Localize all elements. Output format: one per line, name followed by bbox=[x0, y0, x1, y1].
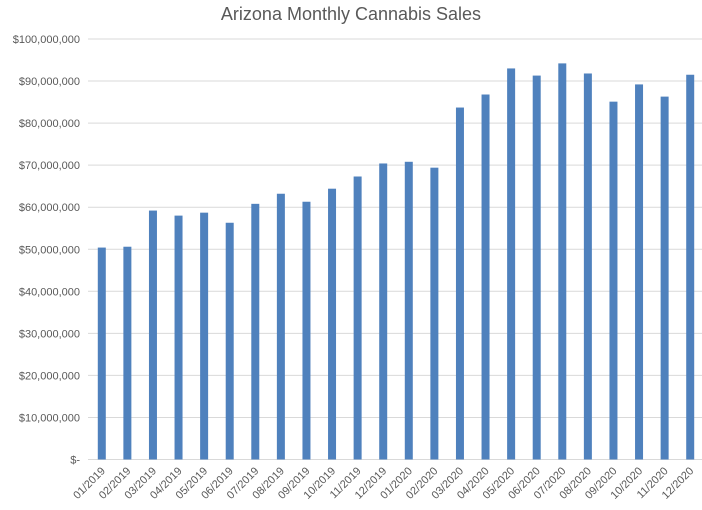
y-tick-label: $40,000,000 bbox=[19, 286, 80, 298]
bar bbox=[251, 203, 260, 460]
bar bbox=[276, 193, 285, 460]
bar bbox=[507, 68, 516, 460]
bar bbox=[635, 84, 644, 460]
bar bbox=[200, 212, 209, 460]
bar bbox=[430, 167, 439, 460]
y-tick-label: $30,000,000 bbox=[19, 328, 80, 340]
bar bbox=[174, 215, 183, 460]
y-tick-label: $20,000,000 bbox=[19, 370, 80, 382]
y-tick-label: $80,000,000 bbox=[19, 118, 80, 130]
bar bbox=[404, 161, 413, 460]
bar bbox=[225, 222, 234, 460]
y-tick-label: $100,000,000 bbox=[13, 34, 80, 46]
bar bbox=[455, 107, 464, 460]
bar bbox=[532, 75, 541, 460]
bar bbox=[123, 246, 132, 460]
y-tick-label: $70,000,000 bbox=[19, 160, 80, 172]
bar bbox=[148, 210, 157, 460]
bar bbox=[353, 176, 362, 460]
y-tick-label: $- bbox=[70, 455, 80, 467]
bar bbox=[97, 247, 106, 460]
bar bbox=[686, 74, 695, 460]
bar bbox=[481, 94, 490, 460]
bar bbox=[609, 101, 618, 460]
chart-title: Arizona Monthly Cannabis Sales bbox=[220, 4, 482, 24]
y-tick-label: $60,000,000 bbox=[19, 202, 80, 214]
bar bbox=[660, 96, 669, 460]
y-tick-label: $10,000,000 bbox=[19, 412, 80, 424]
bar bbox=[583, 73, 592, 460]
y-tick-label: $50,000,000 bbox=[19, 244, 80, 256]
bar bbox=[328, 188, 337, 460]
bar bbox=[558, 63, 567, 460]
y-tick-label: $90,000,000 bbox=[19, 76, 80, 88]
bar bbox=[379, 163, 388, 460]
bar bbox=[302, 201, 311, 460]
